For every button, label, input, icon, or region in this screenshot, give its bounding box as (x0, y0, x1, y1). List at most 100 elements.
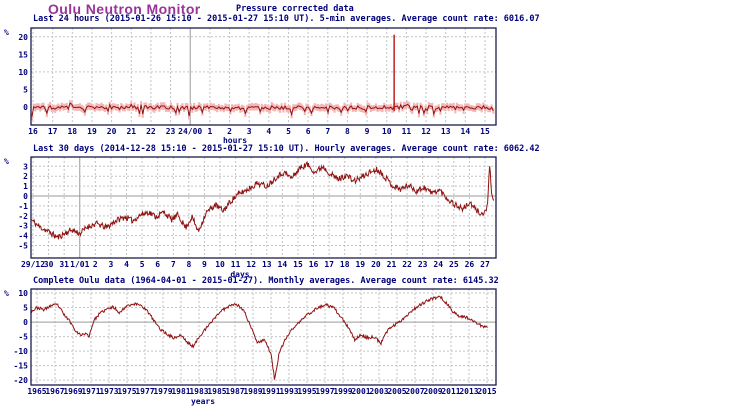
y-axis-unit-label: % (4, 157, 9, 166)
y-tick-label: -5 (18, 242, 28, 251)
x-tick-label: 1985 (207, 387, 226, 396)
x-tick-label: 1989 (243, 387, 262, 396)
x-tick-label: 2003 (369, 387, 388, 396)
x-tick-label: 1969 (63, 387, 82, 396)
x-tick-label: 21 (126, 127, 136, 136)
y-tick-label: -2 (18, 212, 28, 221)
x-tick-label: 24/00 (178, 127, 202, 136)
x-tick-label: 5 (286, 127, 291, 136)
y-tick-label: 2 (23, 172, 28, 181)
chart-plot-complete: 1965196719691971197319751977197919811983… (4, 288, 497, 406)
x-tick-label: 10 (215, 260, 225, 269)
x-tick-label: 20 (371, 260, 381, 269)
y-tick-label: 10 (18, 289, 28, 298)
plot-frame (30, 288, 497, 386)
x-tick-label: 15 (480, 127, 490, 136)
x-tick-label: 9 (202, 260, 207, 269)
x-tick-label: 1987 (225, 387, 244, 396)
x-tick-label: 4 (266, 127, 271, 136)
y-tick-label: -15 (14, 362, 29, 371)
y-tick-label: 20 (18, 33, 28, 42)
y-axis-unit-label: % (4, 28, 9, 37)
chart-title: Last 30 days (2014-12-28 15:10 - 2015-01… (33, 144, 540, 154)
y-tick-label: -4 (18, 232, 28, 241)
x-tick-label: 1981 (171, 387, 190, 396)
x-tick-label: 1993 (279, 387, 298, 396)
y-tick-label: 5 (23, 86, 28, 95)
x-tick-label: 27 (480, 260, 490, 269)
x-tick-label: 1967 (45, 387, 64, 396)
x-tick-label: 12 (421, 127, 431, 136)
y-tick-label: 0 (23, 103, 28, 112)
x-tick-label: 17 (48, 127, 58, 136)
chart-complete-data: Complete Oulu data (1964-04-01 - 2015-01… (0, 275, 515, 415)
x-tick-label: 23 (166, 127, 176, 136)
x-tick-label: 5 (140, 260, 145, 269)
x-tick-label: 7 (325, 127, 330, 136)
x-tick-label: 13 (262, 260, 272, 269)
x-tick-label: 16 (309, 260, 319, 269)
chart-plot-24-hours: 16 17 18 19 20 21 22 23 24/00 1 2 3 4 5 6 7 8 9 10 11 12 13 14… (4, 27, 497, 145)
x-tick-label: 4 (124, 260, 129, 269)
x-tick-label: 17 (324, 260, 334, 269)
x-tick-label: 2005 (387, 387, 406, 396)
plot-frame (30, 156, 497, 259)
x-tick-label: 14 (278, 260, 288, 269)
x-tick-label: 6 (306, 127, 311, 136)
x-tick-label: 19 (355, 260, 365, 269)
x-tick-label: 2015 (477, 387, 496, 396)
y-tick-label: 1 (23, 182, 28, 191)
plot-frame (30, 27, 497, 126)
y-tick-label: -3 (18, 222, 28, 231)
y-tick-label: 0 (23, 192, 28, 201)
y-tick-label: -20 (14, 376, 29, 385)
x-tick-label: 1991 (261, 387, 280, 396)
x-tick-label: 8 (345, 127, 350, 136)
x-axis-unit-label: days (230, 270, 249, 279)
x-axis-unit-label: years (191, 397, 215, 406)
x-tick-label: 7 (171, 260, 176, 269)
x-tick-label: 12 (246, 260, 256, 269)
x-tick-label: 19 (87, 127, 97, 136)
x-tick-label: 29/12 (21, 260, 45, 269)
data-series (31, 102, 494, 117)
x-tick-label: 11 (402, 127, 412, 136)
x-tick-label: 1979 (153, 387, 172, 396)
x-tick-label: 1995 (297, 387, 316, 396)
x-tick-label: 26 (465, 260, 475, 269)
x-tick-label: 1997 (315, 387, 334, 396)
x-tick-label: 2009 (423, 387, 442, 396)
data-series (31, 295, 488, 380)
x-tick-label: 15 (293, 260, 303, 269)
x-tick-label: 1/01 (70, 260, 89, 269)
chart-title: Last 24 hours (2015-01-26 15:10 - 2015-0… (33, 14, 540, 24)
y-tick-label: -5 (18, 333, 28, 342)
x-tick-label: 10 (382, 127, 392, 136)
y-tick-label: -1 (18, 202, 28, 211)
x-tick-label: 11 (231, 260, 241, 269)
x-tick-label: 30 (44, 260, 54, 269)
x-tick-label: 1999 (333, 387, 352, 396)
x-tick-label: 22 (402, 260, 412, 269)
y-tick-label: 3 (23, 162, 28, 171)
data-series (31, 161, 495, 240)
x-tick-label: 23 (418, 260, 428, 269)
x-tick-label: 3 (109, 260, 114, 269)
x-tick-label: 6 (155, 260, 160, 269)
x-tick-label: 2011 (441, 387, 460, 396)
page-subtitle: Pressure corrected data (236, 4, 354, 14)
x-tick-label: 1965 (27, 387, 46, 396)
x-tick-label: 14 (461, 127, 471, 136)
x-tick-label: 20 (107, 127, 117, 136)
x-tick-label: 1983 (189, 387, 208, 396)
x-tick-label: 2 (93, 260, 98, 269)
y-tick-label: 15 (18, 50, 28, 59)
page-title: Oulu Neutron Monitor (48, 1, 201, 17)
x-tick-label: 31 (59, 260, 69, 269)
x-tick-label: 25 (449, 260, 459, 269)
x-tick-label: 2007 (405, 387, 424, 396)
x-tick-label: 18 (67, 127, 77, 136)
y-tick-label: -10 (14, 347, 29, 356)
y-tick-label: 5 (23, 304, 28, 313)
x-tick-label: 1975 (117, 387, 136, 396)
